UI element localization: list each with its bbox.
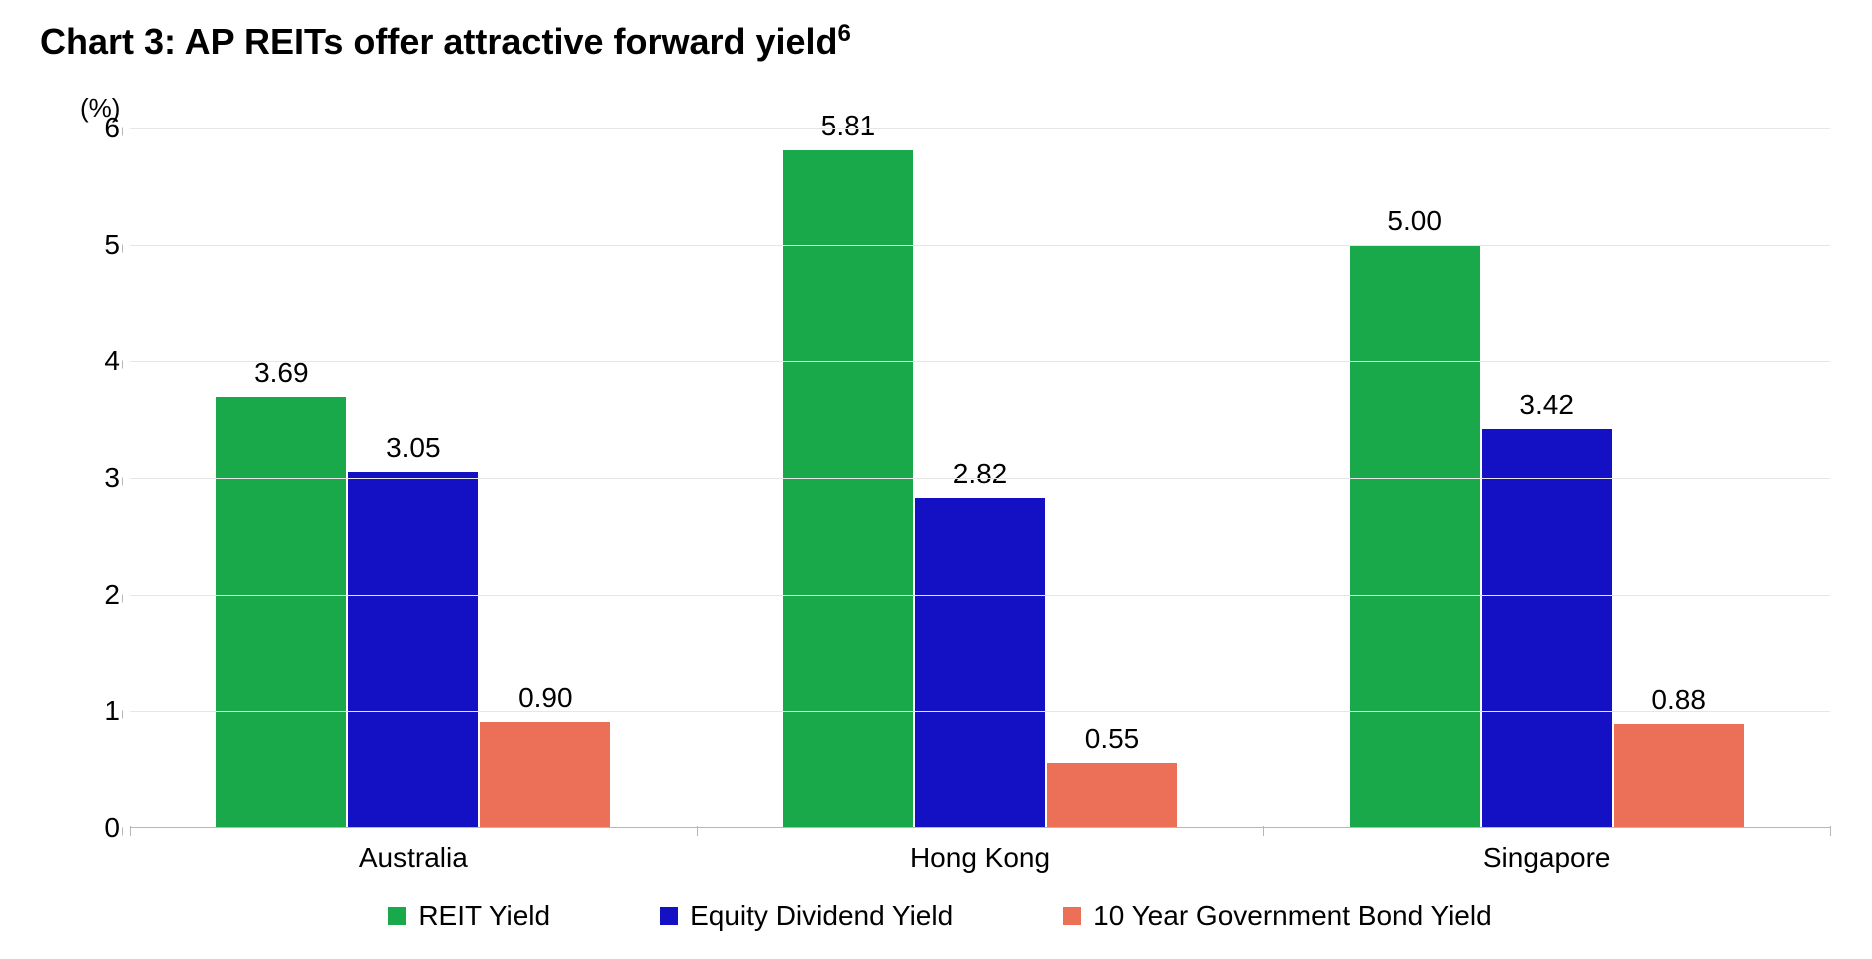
- bar: 0.55: [1047, 763, 1177, 827]
- chart-title-text: Chart 3: AP REITs offer attractive forwa…: [40, 21, 838, 62]
- bar: 5.00: [1350, 245, 1480, 828]
- legend-label: REIT Yield: [418, 900, 550, 932]
- x-axis-category-label: Singapore: [1263, 842, 1830, 874]
- x-axis-tick-mark: [1263, 826, 1264, 836]
- x-axis-category-label: Australia: [130, 842, 697, 874]
- chart-plot-wrap: 0123456 3.693.050.905.812.820.555.003.42…: [50, 128, 1830, 888]
- bar-value-label: 0.55: [1085, 723, 1140, 755]
- chart-title: Chart 3: AP REITs offer attractive forwa…: [40, 20, 1832, 63]
- gridline: [130, 478, 1830, 479]
- y-axis-tick-mark: [122, 478, 123, 486]
- y-axis-tick-label: 6: [50, 112, 120, 144]
- legend-label: 10 Year Government Bond Yield: [1093, 900, 1492, 932]
- bar: 3.05: [348, 472, 478, 827]
- bar-value-label: 0.90: [518, 682, 573, 714]
- y-axis-tick-mark: [122, 828, 123, 836]
- legend: REIT Yield Equity Dividend Yield 10 Year G…: [50, 900, 1830, 932]
- y-axis-tick-label: 0: [50, 812, 120, 844]
- gridline: [130, 595, 1830, 596]
- legend-swatch-icon: [388, 907, 406, 925]
- gridline: [130, 245, 1830, 246]
- bar: 0.90: [480, 722, 610, 827]
- legend-item: Equity Dividend Yield: [660, 900, 953, 932]
- x-axis-tick-mark: [697, 826, 698, 836]
- gridline: [130, 711, 1830, 712]
- x-axis-tick-mark: [130, 826, 131, 836]
- bar-value-label: 3.05: [386, 432, 441, 464]
- legend-item: 10 Year Government Bond Yield: [1063, 900, 1492, 932]
- y-axis-unit-label: (%): [80, 93, 1832, 124]
- plot-area: 3.693.050.905.812.820.555.003.420.88: [130, 128, 1830, 828]
- bar: 2.82: [915, 498, 1045, 827]
- bar: 0.88: [1614, 724, 1744, 827]
- bar-value-label: 5.81: [821, 110, 876, 142]
- x-axis-tick-mark: [1830, 826, 1831, 836]
- bar: 3.42: [1482, 429, 1612, 827]
- gridline: [130, 361, 1830, 362]
- y-axis-tick-label: 3: [50, 462, 120, 494]
- legend-swatch-icon: [660, 907, 678, 925]
- y-axis-tick-mark: [122, 711, 123, 719]
- y-axis-tick-label: 1: [50, 695, 120, 727]
- y-axis-tick-label: 5: [50, 229, 120, 261]
- y-axis-tick-mark: [122, 594, 123, 602]
- legend-item: REIT Yield: [388, 900, 550, 932]
- bar-value-label: 3.42: [1519, 389, 1574, 421]
- chart-title-footnote: 6: [838, 20, 851, 47]
- legend-label: Equity Dividend Yield: [690, 900, 953, 932]
- y-axis-tick-label: 2: [50, 579, 120, 611]
- bar: 5.81: [783, 150, 913, 827]
- y-axis-tick-mark: [122, 128, 123, 136]
- gridline: [130, 128, 1830, 129]
- bar-value-label: 2.82: [953, 458, 1008, 490]
- bar-value-label: 5.00: [1387, 205, 1442, 237]
- y-axis-tick-mark: [122, 361, 123, 369]
- y-axis-tick-mark: [122, 244, 123, 252]
- x-axis-category-label: Hong Kong: [697, 842, 1264, 874]
- bar: 3.69: [216, 397, 346, 827]
- legend-swatch-icon: [1063, 907, 1081, 925]
- x-axis-labels: AustraliaHong KongSingapore: [130, 842, 1830, 874]
- chart-container: Chart 3: AP REITs offer attractive forwa…: [40, 20, 1832, 932]
- y-axis-tick-label: 4: [50, 345, 120, 377]
